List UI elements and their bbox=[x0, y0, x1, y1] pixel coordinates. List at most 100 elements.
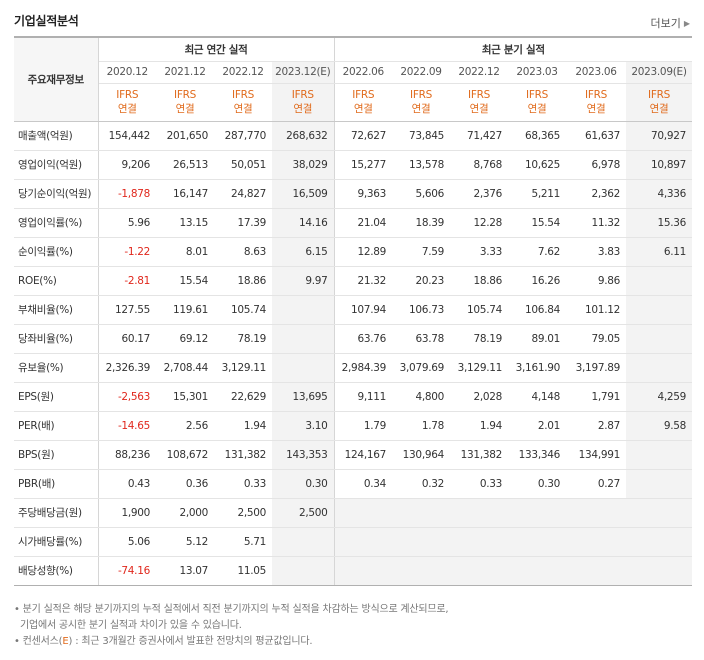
table-cell bbox=[272, 527, 335, 557]
table-cell: 106.73 bbox=[392, 294, 450, 325]
ifrs-line1: IFRS bbox=[352, 89, 375, 101]
table-cell: 7.59 bbox=[392, 237, 450, 267]
table-cell bbox=[508, 556, 566, 586]
table-cell: 1.78 bbox=[392, 411, 450, 441]
row-label: 주당배당금(원) bbox=[14, 497, 99, 528]
more-link[interactable]: 더보기 ▶ bbox=[650, 15, 690, 31]
period-header: 2021.12 bbox=[156, 61, 214, 84]
ifrs-label: IFRS 연결 bbox=[334, 83, 392, 122]
table-cell: 6.15 bbox=[272, 237, 335, 267]
table-cell: 11.05 bbox=[214, 556, 272, 586]
table-cell: 201,650 bbox=[156, 121, 214, 151]
table-row: 주당배당금(원) 1,900 2,000 2,500 2,500 bbox=[14, 497, 692, 528]
ifrs-label: IFRS 연결 bbox=[626, 83, 692, 122]
table-cell: 130,964 bbox=[392, 440, 450, 470]
table-cell: 101.12 bbox=[566, 294, 626, 325]
table-cell: 268,632 bbox=[272, 121, 335, 151]
table-row: 배당성향(%) -74.16 13.07 11.05 bbox=[14, 556, 692, 586]
table-cell: 18.86 bbox=[214, 266, 272, 296]
table-cell: 15.54 bbox=[508, 207, 566, 238]
period-header: 2022.09 bbox=[392, 61, 450, 84]
table-cell: 6,978 bbox=[566, 150, 626, 180]
row-label: ROE(%) bbox=[14, 266, 99, 296]
table-cell: 38,029 bbox=[272, 150, 335, 180]
table-row: 당좌비율(%) 60.17 69.12 78.19 63.76 63.78 78.19 89.… bbox=[14, 324, 692, 354]
row-label: 순이익률(%) bbox=[14, 237, 99, 267]
table-row: BPS(원) 88,236 108,672 131,382 143,353 124,167… bbox=[14, 440, 692, 470]
table-cell: 21.32 bbox=[334, 266, 392, 296]
table-cell bbox=[626, 556, 692, 586]
table-cell: 0.33 bbox=[214, 469, 272, 499]
table-cell: 2.01 bbox=[508, 411, 566, 441]
row-label: 영업이익(억원) bbox=[14, 150, 99, 180]
table-cell: 5.96 bbox=[98, 207, 156, 238]
table-cell: 2.87 bbox=[566, 411, 626, 441]
ifrs-line1: IFRS bbox=[585, 89, 607, 101]
ifrs-line2: 연결 bbox=[469, 103, 489, 115]
ifrs-line1: IFRS bbox=[174, 89, 196, 101]
table-cell: 14.16 bbox=[272, 207, 335, 238]
table-cell: 7.62 bbox=[508, 237, 566, 267]
footnote-1-cont: 기업에서 공시한 분기 실적과 차이가 있을 수 있습니다. bbox=[14, 620, 242, 631]
table-cell: 71,427 bbox=[450, 121, 508, 151]
table-cell: 2,028 bbox=[450, 381, 508, 412]
table-cell: 17.39 bbox=[214, 207, 272, 238]
table-cell: -1.22 bbox=[98, 237, 156, 267]
table-cell: 15.36 bbox=[626, 207, 692, 238]
ifrs-line2: 연결 bbox=[353, 103, 373, 115]
table-cell bbox=[626, 324, 692, 354]
ifrs-line2: 연결 bbox=[233, 103, 253, 115]
table-cell: 13,578 bbox=[392, 150, 450, 180]
section-title: 기업실적분석 bbox=[14, 14, 79, 28]
table-cell: 0.36 bbox=[156, 469, 214, 499]
table-cell: 3.83 bbox=[566, 237, 626, 267]
table-cell: 4,336 bbox=[626, 179, 692, 209]
table-cell: 143,353 bbox=[272, 440, 335, 470]
table-cell: 9,111 bbox=[334, 381, 392, 412]
table-cell: 69.12 bbox=[156, 324, 214, 354]
table-cell: 119.61 bbox=[156, 294, 214, 325]
table-cell bbox=[392, 556, 450, 586]
table-cell: 0.34 bbox=[334, 469, 392, 499]
group-quarter-header: 최근 분기 실적 bbox=[334, 37, 692, 62]
table-cell: 3.33 bbox=[450, 237, 508, 267]
table-cell bbox=[272, 294, 335, 325]
table-cell: 134,991 bbox=[566, 440, 626, 470]
period-header: 2023.09(E) bbox=[626, 61, 692, 84]
table-row: 부채비율(%) 127.55 119.61 105.74 107.94 106.73 105… bbox=[14, 294, 692, 325]
ifrs-label: IFRS 연결 bbox=[508, 83, 566, 122]
row-label: EPS(원) bbox=[14, 381, 99, 412]
period-header: 2020.12 bbox=[98, 61, 156, 84]
table-cell: 61,637 bbox=[566, 121, 626, 151]
table-cell: 133,346 bbox=[508, 440, 566, 470]
table-cell: 2,376 bbox=[450, 179, 508, 209]
table-cell bbox=[626, 440, 692, 470]
table-cell: 3,129.11 bbox=[214, 353, 272, 383]
period-header: 2023.03 bbox=[508, 61, 566, 84]
row-label: 시가배당률(%) bbox=[14, 527, 99, 557]
table-cell: 3,161.90 bbox=[508, 353, 566, 383]
table-cell: 2.56 bbox=[156, 411, 214, 441]
ifrs-line1: IFRS bbox=[291, 89, 314, 101]
table-cell: 0.33 bbox=[450, 469, 508, 499]
table-cell: 106.84 bbox=[508, 294, 566, 325]
table-cell: 5.06 bbox=[98, 527, 156, 557]
ifrs-label: IFRS 연결 bbox=[450, 83, 508, 122]
table-cell: 3,079.69 bbox=[392, 353, 450, 383]
table-cell: -1,878 bbox=[98, 179, 156, 209]
table-cell: 10,625 bbox=[508, 150, 566, 180]
table-cell: 2,326.39 bbox=[98, 353, 156, 383]
table-cell: 2,984.39 bbox=[334, 353, 392, 383]
table-cell: 107.94 bbox=[334, 294, 392, 325]
table-cell: 1,791 bbox=[566, 381, 626, 412]
ifrs-line2: 연결 bbox=[411, 103, 431, 115]
more-link-label: 더보기 bbox=[650, 17, 681, 30]
footnotes: • 분기 실적은 해당 분기까지의 누적 실적에서 직전 분기까지의 누적 실적… bbox=[14, 602, 449, 650]
table-cell: 6.11 bbox=[626, 237, 692, 267]
table-cell: 8.01 bbox=[156, 237, 214, 267]
table-cell: 63.76 bbox=[334, 324, 392, 354]
table-cell: 9.97 bbox=[272, 266, 335, 296]
ifrs-line1: IFRS bbox=[116, 89, 139, 101]
table-cell: 2,500 bbox=[214, 497, 272, 528]
ifrs-label: IFRS 연결 bbox=[392, 83, 450, 122]
